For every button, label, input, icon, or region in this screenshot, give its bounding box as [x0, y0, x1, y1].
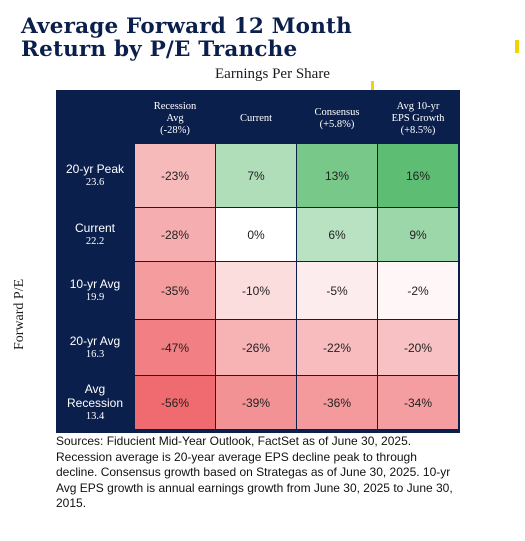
row-group-label: Forward P/E	[12, 278, 27, 350]
row-label-pe-value: 16.3	[85, 349, 105, 360]
heatmap-cell: -26%	[216, 320, 296, 375]
heatmap-cell: 9%	[378, 208, 458, 261]
row-label-pe-value: 23.6	[85, 177, 105, 188]
column-group-label: Earnings Per Share	[215, 66, 330, 82]
row-label-pe-value: 22.2	[85, 236, 105, 247]
row-label-name: 20-yr Avg	[69, 334, 121, 348]
row-label: Current 22.2	[60, 208, 130, 261]
heatmap-cell: 6%	[297, 208, 377, 261]
column-header: Current	[239, 113, 273, 124]
chart-title: Average Forward 12 Month Return by P/E T…	[21, 15, 352, 61]
heatmap-table: Recession Avg (-28%) Current Consensus (+5…	[56, 90, 460, 433]
row-label-pe-value: 13.4	[85, 411, 105, 422]
heatmap-cell: -56%	[135, 376, 215, 429]
row-label: 20-yr Peak 23.6	[60, 144, 130, 207]
row-label-name: 20-yr Peak	[65, 162, 125, 176]
heatmap-cell: 13%	[297, 144, 377, 207]
row-label-name: Current	[74, 221, 115, 235]
heatmap-cell: -10%	[216, 262, 296, 319]
row-label: 20-yr Avg 16.3	[60, 320, 130, 375]
heatmap-cell: -47%	[135, 320, 215, 375]
heatmap-cell: -34%	[378, 376, 458, 429]
accent-mark-top	[515, 40, 519, 53]
heatmap-cell: -22%	[297, 320, 377, 375]
column-header: Recession Avg (-28%)	[153, 101, 197, 136]
heatmap-cell: -23%	[135, 144, 215, 207]
row-label: Avg Recession 13.4	[60, 376, 130, 429]
heatmap-cell: 7%	[216, 144, 296, 207]
chart-title-line-2: Return by P/E Tranche	[21, 37, 298, 62]
heatmap-cell: -20%	[378, 320, 458, 375]
row-label: 10-yr Avg 19.9	[60, 262, 130, 319]
column-header: Avg 10-yr EPS Growth (+8.5%)	[391, 101, 445, 136]
row-label-name: Avg Recession	[66, 382, 124, 410]
heatmap-cell: -28%	[135, 208, 215, 261]
chart-title-line-1: Average Forward 12 Month	[21, 14, 353, 39]
heatmap-cell: 0%	[216, 208, 296, 261]
heatmap-cell: -39%	[216, 376, 296, 429]
sources-note: Sources: Fiducient Mid-Year Outlook, Fac…	[56, 434, 453, 510]
heatmap-cell: -36%	[297, 376, 377, 429]
heatmap-cell: -5%	[297, 262, 377, 319]
heatmap-cell: 16%	[378, 144, 458, 207]
row-label-name: 10-yr Avg	[69, 277, 121, 291]
accent-mark-header	[371, 81, 374, 90]
heatmap-cell: -35%	[135, 262, 215, 319]
column-header: Consensus (+5.8%)	[314, 107, 360, 130]
heatmap-cell: -2%	[378, 262, 458, 319]
row-label-pe-value: 19.9	[85, 292, 105, 303]
